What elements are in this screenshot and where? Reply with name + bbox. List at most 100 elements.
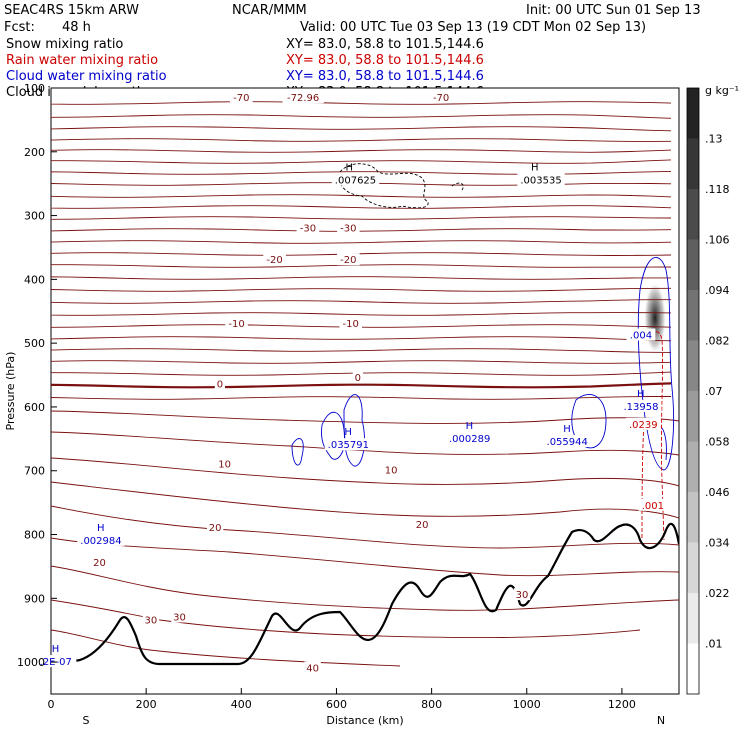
init-time: Init: 00 UTC Sun 01 Sep 13: [526, 3, 701, 18]
x-tick-label: 0: [48, 698, 55, 711]
rain-contour: [641, 419, 645, 541]
isotherm-line: [51, 205, 672, 209]
max-marker-h: H: [345, 162, 353, 173]
temperature-contour-label-bg: [171, 610, 188, 623]
colorbar: .01 .022 .034 .046 .058 .07 .082 .094 .106 .118 .1…: [686, 84, 739, 695]
x-tick-label: 1200: [608, 698, 636, 711]
max-marker-h: H: [97, 523, 105, 534]
isotherm-line: [51, 382, 672, 389]
y-tick-label: 500: [24, 337, 45, 350]
temperature-contour-label-bg: [263, 253, 286, 266]
temperature-contour-label: 30: [145, 616, 158, 627]
cloud-water-max-label-bg: [324, 438, 373, 451]
isotherm-line: [51, 537, 679, 577]
cloud-water-max-label-bg: [35, 655, 77, 668]
temperature-contour-label-bg: [230, 91, 253, 104]
y-tick-label: 400: [24, 273, 45, 286]
field-xy: XY= 83.0, 58.8 to 101.5,144.6: [286, 53, 484, 68]
field-xy: XY= 83.0, 58.8 to 101.5,144.6: [286, 37, 484, 52]
colorbar-swatch: [687, 492, 699, 543]
isotherm-line: [51, 410, 679, 424]
colorbar-frame: [686, 87, 700, 695]
isotherm-line: [51, 565, 679, 611]
temperature-contour-label-bg: [339, 317, 363, 330]
cloud-ice-contour: [338, 163, 429, 209]
x-tick-label: 200: [136, 698, 157, 711]
max-marker-h: H: [344, 427, 352, 438]
x-tick-label: 600: [326, 698, 347, 711]
rain-max-label: .001: [642, 501, 664, 512]
colorbar-swatch: [687, 290, 699, 341]
temperature-contour-label: -10: [228, 319, 244, 330]
cloud-water-max-label: .13958: [623, 402, 658, 413]
colorbar-swatch: [687, 643, 699, 694]
y-tick-label: 100: [24, 82, 45, 95]
temperature-contour-label-bg: [282, 91, 324, 104]
temperature-contour-label-bg: [304, 661, 321, 674]
x-tick-label: 800: [421, 698, 442, 711]
north-label: N: [657, 714, 665, 727]
cloud-ice-contour: [451, 182, 464, 191]
temperature-contour-label-bg: [296, 221, 320, 234]
y-tick-label: 600: [24, 401, 45, 414]
temperature-contour-label: 20: [209, 523, 222, 534]
temperature-contour-label: 20: [416, 520, 429, 531]
temperature-contour-label-bg: [337, 253, 360, 266]
south-label: S: [83, 714, 90, 727]
colorbar-swatch: [687, 593, 699, 644]
field-name: Snow mixing ratio: [6, 37, 123, 52]
cloud-water-max-label: .000289: [449, 434, 490, 445]
isotherm-line: [51, 240, 672, 244]
isotherm-line: [51, 457, 679, 487]
temperature-contour-label-bg: [429, 91, 453, 104]
isotherm-line: [51, 287, 672, 292]
y-axis-title: Pressure (hPa): [4, 352, 17, 431]
temperature-contour-label: -70: [433, 93, 449, 104]
colorbar-swatch: [687, 441, 699, 492]
x-tick-label: 1000: [513, 698, 541, 711]
temperature-contour-label: 30: [516, 590, 529, 601]
y-tick-label: 1000: [17, 656, 45, 669]
cloud-water-contour: [571, 394, 607, 449]
cloud-ice-max-label: .003535: [520, 175, 561, 186]
isotherm-line: [51, 101, 672, 105]
colorbar-unit: g kg⁻¹: [705, 84, 739, 97]
colorbar-swatch: [687, 542, 699, 593]
cloud-ice-contours: [338, 163, 464, 209]
isotherm-line: [51, 299, 671, 304]
temperature-contour-label: -72.96: [287, 93, 319, 104]
isotherm-line: [51, 371, 672, 376]
colorbar-tick-label: .046: [705, 486, 730, 499]
cloud-water-max-label-bg: [445, 431, 494, 444]
temperature-contour-label-bg: [214, 377, 225, 390]
model-title: SEAC4RS 15km ARW: [4, 3, 139, 18]
isotherm-line: [51, 159, 672, 164]
temperature-contour-label: -20: [266, 255, 282, 266]
cloud-ice-max-label-bg: [517, 173, 565, 186]
temperature-contour-label: -30: [300, 223, 316, 234]
isotherm-line: [51, 336, 672, 342]
temperature-contour-label: 20: [93, 558, 106, 569]
rain-max-label: .0239: [629, 420, 658, 431]
colorbar-tick-label: .022: [705, 587, 730, 600]
colorbar-tick-label: .034: [705, 537, 730, 550]
isotherm-line: [51, 149, 672, 153]
isotherm-line: [51, 360, 672, 364]
isotherm-line: [51, 431, 679, 456]
max-marker-h: H: [637, 389, 645, 400]
max-marker-h: H: [52, 644, 60, 655]
max-marker-h: H: [531, 162, 539, 173]
isotherm-line: [51, 126, 672, 132]
snow-shading: [644, 282, 666, 354]
cloud-ice-max-label-bg: [331, 173, 380, 186]
y-tick-label: 900: [24, 592, 45, 605]
temperature-contour-label: -20: [340, 255, 356, 266]
isotherm-line: [51, 348, 672, 353]
fcst-label: Fcst:: [4, 20, 35, 35]
cloud-water-max-label: .035791: [328, 440, 369, 451]
snow-contour-label-bg: [626, 328, 656, 341]
temperature-contour-label: -30: [340, 223, 356, 234]
x-tick-label: 400: [231, 698, 252, 711]
temperature-contour-label: 10: [385, 466, 398, 477]
